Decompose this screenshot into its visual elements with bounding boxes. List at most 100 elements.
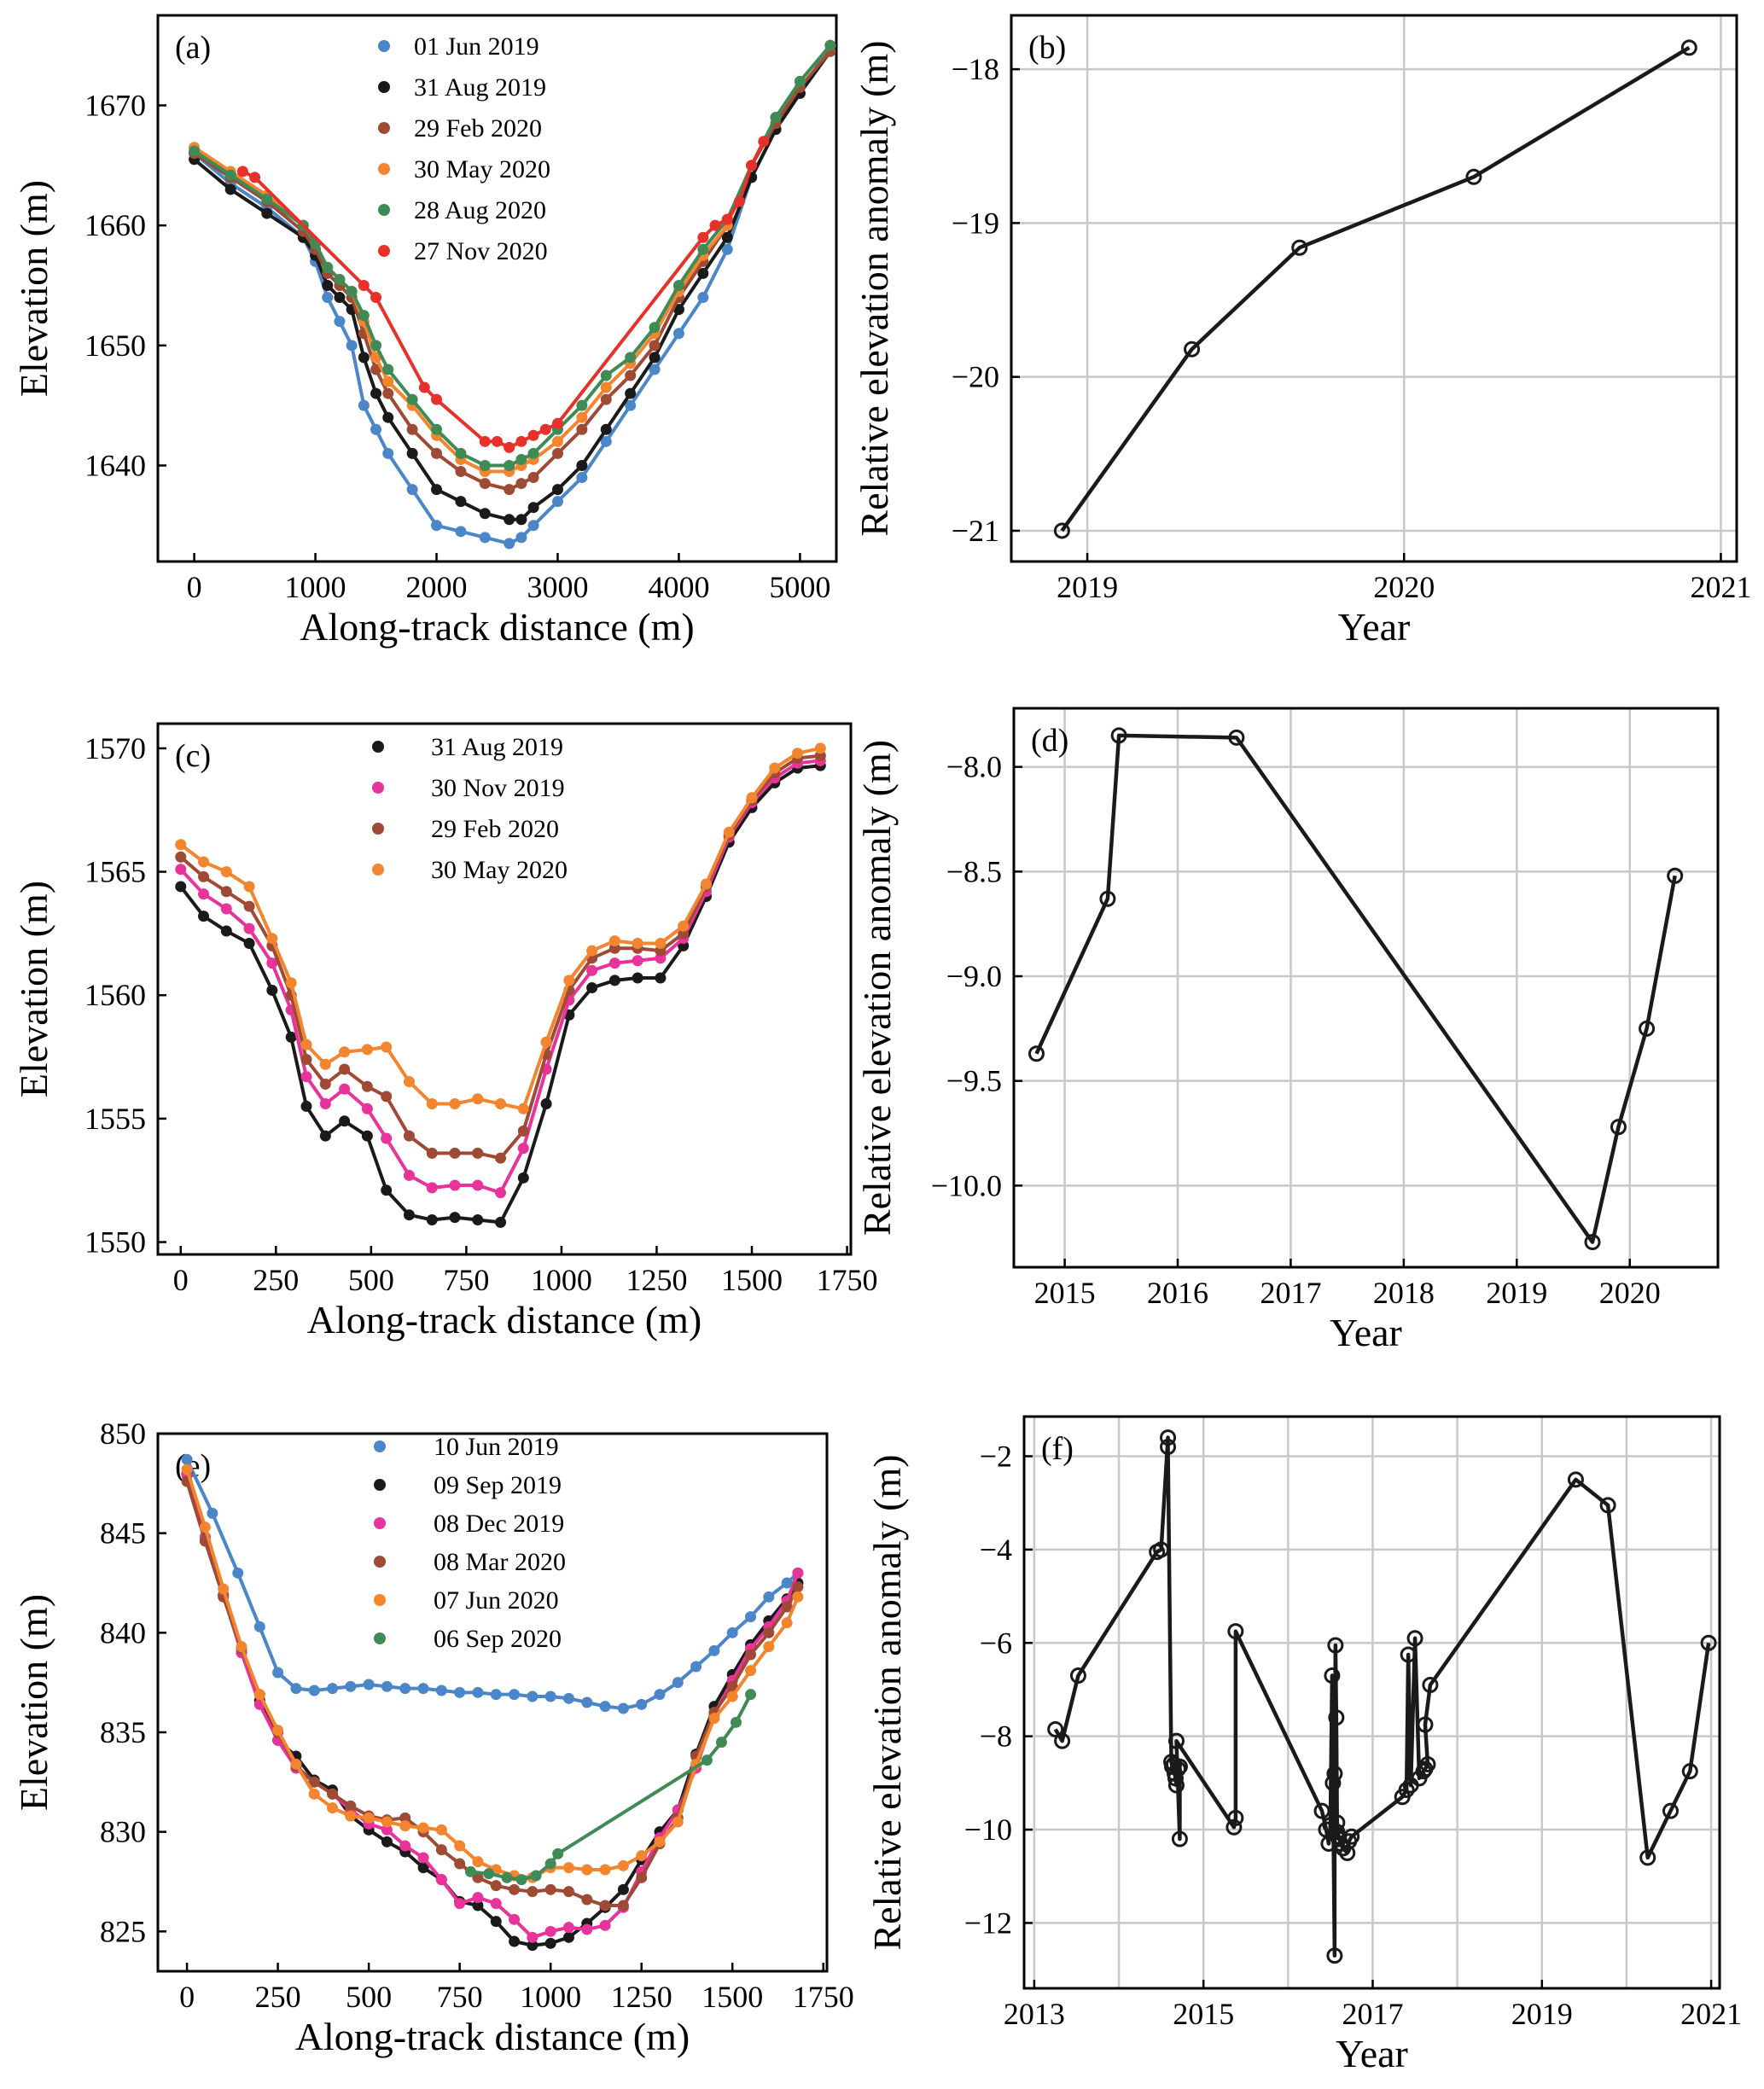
data-point bbox=[381, 1184, 393, 1196]
data-point bbox=[261, 207, 273, 219]
data-point bbox=[449, 1179, 461, 1191]
legend-label: 29 Feb 2020 bbox=[431, 815, 559, 843]
data-point bbox=[721, 231, 733, 243]
data-point bbox=[1328, 1709, 1345, 1726]
data-point bbox=[726, 1680, 738, 1692]
data-point bbox=[697, 267, 709, 279]
series-line bbox=[1053, 1435, 1711, 1958]
data-point bbox=[175, 881, 187, 893]
data-point bbox=[435, 1844, 447, 1856]
y-tick-label: 1565 bbox=[84, 855, 146, 889]
data-point bbox=[300, 1100, 312, 1112]
x-tick-label: 2019 bbox=[1057, 570, 1118, 604]
y-tick-label: −6 bbox=[980, 1626, 1012, 1660]
data-point bbox=[781, 1617, 793, 1629]
data-point bbox=[517, 1125, 529, 1137]
panel-label: (d) bbox=[1031, 723, 1068, 759]
data-point bbox=[600, 381, 612, 393]
data-point bbox=[527, 520, 539, 532]
data-point bbox=[1324, 1774, 1342, 1791]
data-point bbox=[655, 937, 667, 949]
data-point bbox=[746, 792, 758, 804]
data-point bbox=[454, 1858, 466, 1870]
legend-label: 31 Aug 2019 bbox=[414, 73, 546, 102]
data-point bbox=[358, 399, 370, 411]
data-point bbox=[300, 1053, 312, 1065]
data-point bbox=[319, 1098, 331, 1110]
x-tick-label: 2019 bbox=[1486, 1276, 1547, 1310]
data-point bbox=[1227, 1623, 1244, 1640]
data-point bbox=[599, 1900, 611, 1912]
data-point bbox=[576, 411, 588, 423]
data-point bbox=[697, 292, 709, 304]
data-point bbox=[339, 1083, 351, 1095]
data-point bbox=[253, 1621, 265, 1632]
data-point bbox=[672, 1677, 684, 1689]
data-point bbox=[1465, 168, 1482, 185]
y-tick-label: 825 bbox=[100, 1914, 146, 1948]
data-point bbox=[361, 1130, 373, 1142]
data-point bbox=[417, 1683, 429, 1695]
data-point bbox=[431, 520, 443, 532]
data-point bbox=[236, 1641, 247, 1653]
data-point bbox=[236, 166, 248, 177]
data-point bbox=[745, 1611, 757, 1623]
data-point bbox=[551, 417, 563, 429]
legend-marker bbox=[378, 163, 390, 175]
data-point bbox=[1099, 890, 1116, 907]
data-point bbox=[581, 1923, 593, 1935]
data-point bbox=[345, 1800, 357, 1812]
data-point bbox=[539, 423, 551, 435]
data-point bbox=[224, 169, 236, 181]
data-point bbox=[690, 1661, 702, 1673]
data-point bbox=[232, 1567, 244, 1579]
x-axis-label: Year bbox=[1336, 2032, 1408, 2075]
data-point bbox=[509, 1689, 521, 1701]
data-point bbox=[517, 1143, 529, 1155]
data-point bbox=[1400, 1646, 1417, 1663]
data-point bbox=[207, 1507, 218, 1519]
y-tick-label: 1640 bbox=[84, 448, 146, 482]
data-point bbox=[382, 411, 394, 423]
data-point bbox=[479, 459, 491, 471]
data-point bbox=[600, 370, 612, 381]
data-point bbox=[527, 502, 539, 514]
data-point bbox=[515, 478, 527, 490]
data-point bbox=[726, 1690, 738, 1702]
data-point bbox=[319, 1078, 331, 1090]
data-point bbox=[308, 1685, 320, 1696]
y-axis-label: Elevation (m) bbox=[12, 881, 55, 1097]
x-tick-label: 2015 bbox=[1034, 1276, 1096, 1310]
data-point bbox=[220, 886, 232, 898]
data-point bbox=[1227, 1809, 1244, 1826]
data-point bbox=[472, 1179, 484, 1191]
data-point bbox=[746, 160, 758, 172]
legend-label: 09 Sep 2019 bbox=[434, 1471, 562, 1499]
x-tick-label: 2016 bbox=[1147, 1276, 1208, 1310]
data-point bbox=[175, 864, 187, 876]
x-axis-label: Year bbox=[1330, 1311, 1402, 1354]
data-point bbox=[527, 1690, 539, 1702]
data-point bbox=[1667, 867, 1684, 884]
data-point bbox=[220, 903, 232, 915]
data-point bbox=[1419, 1755, 1436, 1772]
data-point bbox=[403, 1209, 415, 1221]
y-tick-label: 1570 bbox=[84, 731, 146, 765]
data-point bbox=[1054, 1732, 1071, 1749]
x-tick-label: 2021 bbox=[1680, 1997, 1742, 2031]
data-point bbox=[792, 1567, 804, 1579]
data-point bbox=[504, 459, 515, 471]
panel-b-elevation-anomaly: 2019 2020 2021 −21 −20 −19 −18 Year Relative ele… bbox=[853, 14, 1751, 649]
data-point bbox=[403, 1130, 415, 1142]
data-point bbox=[382, 447, 394, 459]
data-point bbox=[381, 1836, 393, 1848]
x-tick-label: 1000 bbox=[520, 1980, 581, 2014]
legend-marker bbox=[378, 204, 390, 216]
data-point bbox=[361, 1103, 373, 1114]
series-line bbox=[185, 1458, 800, 1711]
data-point bbox=[544, 1925, 556, 1937]
data-point bbox=[540, 1036, 552, 1048]
data-point bbox=[426, 1213, 438, 1225]
data-point bbox=[370, 340, 382, 352]
data-point bbox=[319, 1130, 331, 1142]
